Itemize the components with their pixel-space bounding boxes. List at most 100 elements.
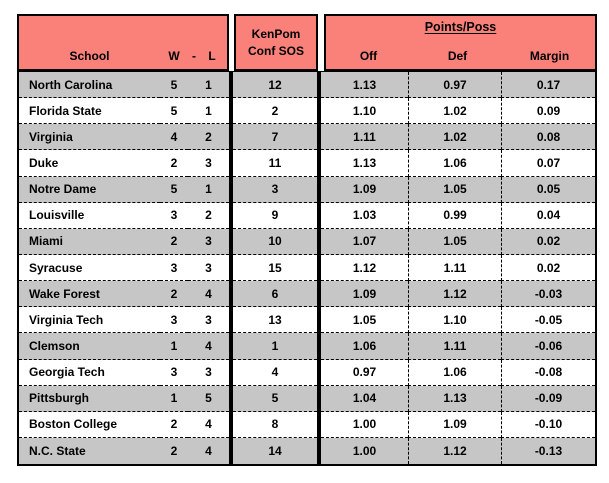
school-cell: Virginia Tech bbox=[19, 307, 160, 334]
block-divider bbox=[229, 150, 233, 177]
block-divider bbox=[317, 437, 321, 465]
col-header-wins: W bbox=[168, 49, 180, 63]
margin-ppp-cell: -0.08 bbox=[501, 359, 595, 386]
col-header-off: Off bbox=[359, 49, 378, 63]
def-ppp-cell: 1.12 bbox=[408, 437, 501, 465]
standings-table: School W - L KenPom Conf SOS Points/Poss… bbox=[17, 14, 597, 466]
off-ppp-cell: 1.13 bbox=[321, 150, 408, 177]
block-divider bbox=[317, 281, 321, 308]
wins-cell: 3 bbox=[160, 307, 188, 334]
block-divider bbox=[229, 437, 233, 465]
block-divider bbox=[229, 98, 233, 125]
table-body: North Carolina 5 1 12 1.13 0.97 0.17 Flo… bbox=[17, 71, 597, 466]
table-row: Wake Forest 2 4 6 1.09 1.12 -0.03 bbox=[19, 281, 595, 308]
table-row: Louisville 3 2 9 1.03 0.99 0.04 bbox=[19, 202, 595, 229]
margin-ppp-cell: -0.13 bbox=[501, 437, 595, 465]
table-row: Pittsburgh 1 5 5 1.04 1.13 -0.09 bbox=[19, 385, 595, 412]
margin-ppp-cell: -0.06 bbox=[501, 333, 595, 360]
wins-cell: 2 bbox=[160, 228, 188, 255]
block-divider bbox=[317, 385, 321, 412]
table-row: N.C. State 2 4 14 1.00 1.12 -0.13 bbox=[19, 437, 595, 465]
school-cell: North Carolina bbox=[19, 72, 160, 99]
conf-sos-cell: 6 bbox=[233, 281, 317, 308]
def-ppp-cell: 0.99 bbox=[408, 202, 501, 229]
off-ppp-cell: 1.11 bbox=[321, 124, 408, 151]
off-ppp-cell: 1.00 bbox=[321, 411, 408, 438]
losses-cell: 3 bbox=[188, 254, 229, 282]
table-row: North Carolina 5 1 12 1.13 0.97 0.17 bbox=[19, 72, 595, 99]
margin-ppp-cell: 0.17 bbox=[501, 72, 595, 99]
margin-ppp-cell: 0.07 bbox=[501, 150, 595, 177]
def-ppp-cell: 1.13 bbox=[408, 385, 501, 412]
table-row: Virginia Tech 3 3 13 1.05 1.10 -0.05 bbox=[19, 307, 595, 334]
losses-cell: 3 bbox=[188, 150, 229, 177]
school-cell: Syracuse bbox=[19, 254, 160, 282]
table-row: Syracuse 3 3 15 1.12 1.11 0.02 bbox=[19, 254, 595, 282]
school-cell: Miami bbox=[19, 228, 160, 255]
losses-cell: 3 bbox=[188, 228, 229, 255]
margin-ppp-cell: 0.08 bbox=[501, 124, 595, 151]
block-divider bbox=[317, 359, 321, 386]
conf-sos-cell: 12 bbox=[233, 72, 317, 99]
col-header-def: Def bbox=[447, 49, 468, 63]
wins-cell: 1 bbox=[160, 333, 188, 360]
block-divider bbox=[317, 254, 321, 282]
wins-cell: 3 bbox=[160, 254, 188, 282]
margin-ppp-cell: -0.03 bbox=[501, 281, 595, 308]
off-ppp-cell: 1.00 bbox=[321, 437, 408, 465]
losses-cell: 1 bbox=[188, 176, 229, 203]
wins-cell: 3 bbox=[160, 202, 188, 229]
off-ppp-cell: 1.09 bbox=[321, 281, 408, 308]
wins-cell: 2 bbox=[160, 150, 188, 177]
header-block-kenpom: KenPom Conf SOS bbox=[234, 14, 318, 71]
block-divider bbox=[229, 228, 233, 255]
margin-ppp-cell: 0.04 bbox=[501, 202, 595, 229]
col-header-margin: Margin bbox=[529, 49, 570, 63]
def-ppp-cell: 1.11 bbox=[408, 254, 501, 282]
wins-cell: 2 bbox=[160, 437, 188, 465]
block-divider bbox=[317, 411, 321, 438]
school-cell: Notre Dame bbox=[19, 176, 160, 203]
margin-ppp-cell: -0.09 bbox=[501, 385, 595, 412]
conf-sos-cell: 10 bbox=[233, 228, 317, 255]
table-row: Virginia 4 2 7 1.11 1.02 0.08 bbox=[19, 124, 595, 151]
table-header: School W - L KenPom Conf SOS Points/Poss… bbox=[17, 14, 597, 71]
off-ppp-cell: 1.12 bbox=[321, 254, 408, 282]
table-row: Georgia Tech 3 3 4 0.97 1.06 -0.08 bbox=[19, 359, 595, 386]
conf-sos-cell: 5 bbox=[233, 385, 317, 412]
margin-ppp-cell: -0.05 bbox=[501, 307, 595, 334]
school-cell: Duke bbox=[19, 150, 160, 177]
def-ppp-cell: 1.10 bbox=[408, 307, 501, 334]
block-divider bbox=[229, 202, 233, 229]
def-ppp-cell: 1.02 bbox=[408, 124, 501, 151]
conf-sos-cell: 15 bbox=[233, 254, 317, 282]
off-ppp-cell: 0.97 bbox=[321, 359, 408, 386]
school-cell: Georgia Tech bbox=[19, 359, 160, 386]
conf-sos-cell: 8 bbox=[233, 411, 317, 438]
block-divider bbox=[229, 307, 233, 334]
off-ppp-cell: 1.06 bbox=[321, 333, 408, 360]
margin-ppp-cell: 0.02 bbox=[501, 228, 595, 255]
margin-ppp-cell: -0.10 bbox=[501, 411, 595, 438]
conf-sos-cell: 4 bbox=[233, 359, 317, 386]
school-cell: Virginia bbox=[19, 124, 160, 151]
def-ppp-cell: 1.02 bbox=[408, 98, 501, 125]
school-cell: Boston College bbox=[19, 411, 160, 438]
conf-sos-cell: 11 bbox=[233, 150, 317, 177]
block-divider bbox=[317, 124, 321, 151]
losses-cell: 4 bbox=[188, 281, 229, 308]
block-divider bbox=[229, 333, 233, 360]
header-block-school-record: School W - L bbox=[17, 14, 229, 71]
block-divider bbox=[229, 411, 233, 438]
off-ppp-cell: 1.10 bbox=[321, 98, 408, 125]
block-divider bbox=[229, 72, 233, 99]
block-divider bbox=[317, 228, 321, 255]
def-ppp-cell: 1.06 bbox=[408, 359, 501, 386]
def-ppp-cell: 1.05 bbox=[408, 228, 501, 255]
losses-cell: 4 bbox=[188, 333, 229, 360]
def-ppp-cell: 1.09 bbox=[408, 411, 501, 438]
block-divider bbox=[317, 98, 321, 125]
col-header-kenpom-line2: Conf SOS bbox=[248, 43, 304, 58]
losses-cell: 3 bbox=[188, 359, 229, 386]
